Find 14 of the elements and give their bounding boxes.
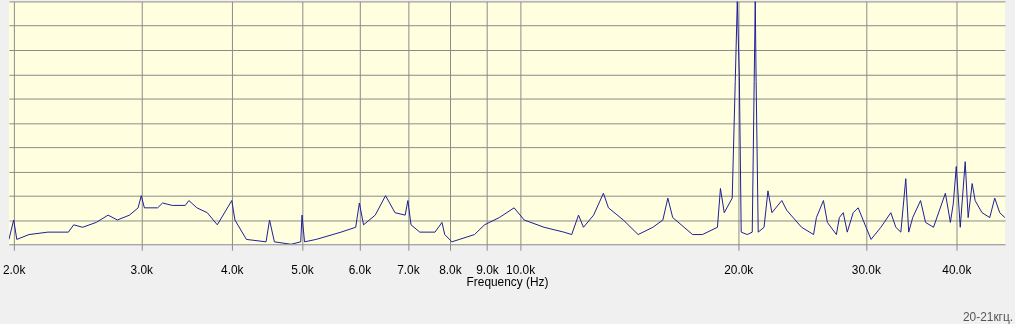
text: 20-21кгц. xyxy=(963,309,1014,324)
x-tick-label: 40.0k xyxy=(942,262,972,277)
x-tick-label: 8.0k xyxy=(439,262,462,277)
x-tick-label: 30.0k xyxy=(851,262,881,277)
x-tick-label: 10.0k xyxy=(506,262,536,277)
x-tick-label: 9.0k xyxy=(476,262,499,277)
x-tick-label: 3.0k xyxy=(130,262,154,277)
x-tick-label: 5.0k xyxy=(291,262,314,277)
x-tick-label: 2.0k xyxy=(2,262,26,277)
x-tick-label: 20.0k xyxy=(724,262,754,277)
x-tick-label: 4.0k xyxy=(221,262,244,277)
x-tick-label: 6.0k xyxy=(348,262,372,277)
x-axis-title: Frequency (Hz) xyxy=(466,275,549,290)
x-tick-label: 7.0k xyxy=(397,262,420,277)
